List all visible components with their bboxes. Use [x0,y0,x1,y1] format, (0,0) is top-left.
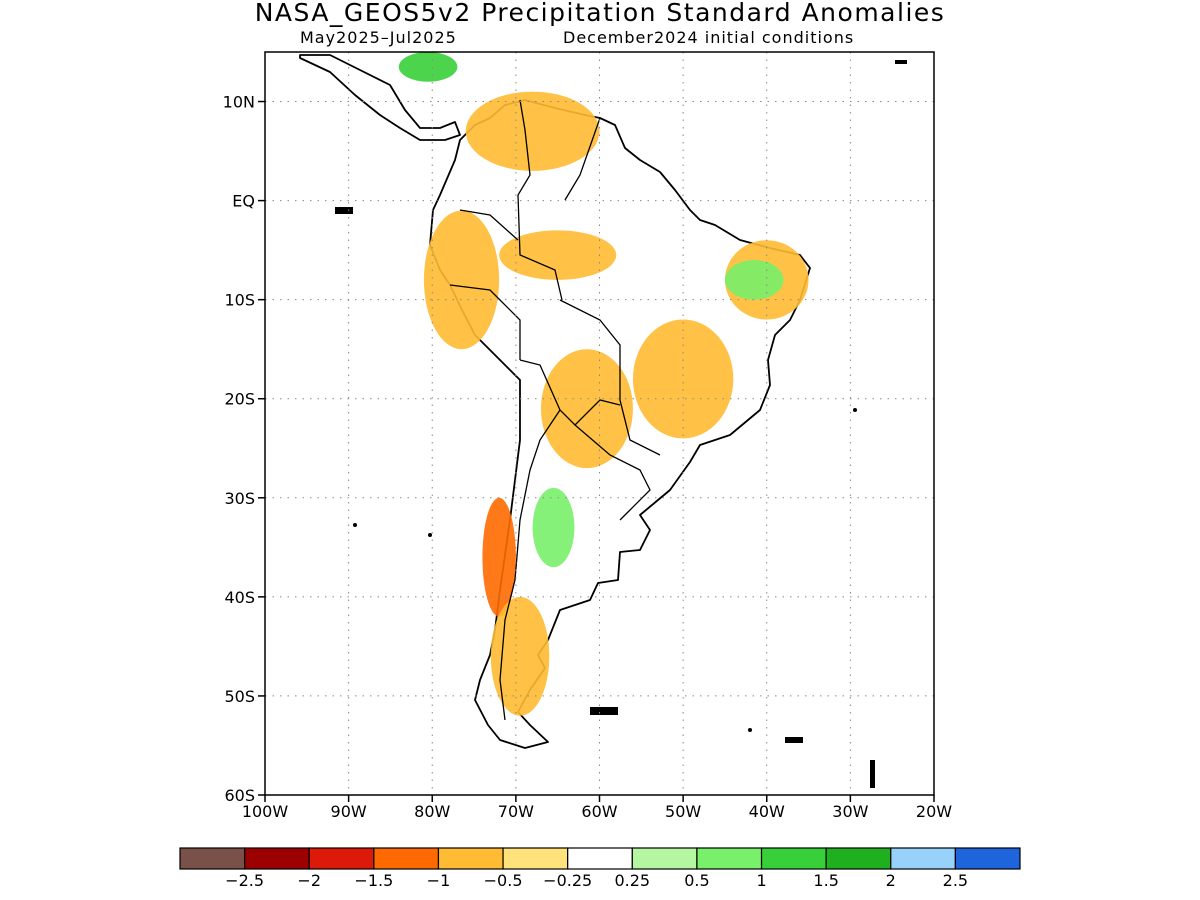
map-frame [264,51,935,796]
colorbar-label: −1 [427,871,451,890]
lon-tick-label: 100W [242,802,289,821]
colorbar-label: 0.5 [684,871,709,890]
colorbar-swatch [244,847,310,870]
colorbar-swatch [890,847,956,870]
anomaly-region-4 [632,319,734,439]
colorbar-swatch [567,847,633,870]
lat-tick-label: 10N [223,93,255,112]
colorbar-label: −1.5 [354,871,393,890]
lon-tick-label: 70W [498,802,534,821]
lon-tick-label: 20W [916,802,952,821]
colorbar-swatch [631,847,698,870]
anomaly-region-8 [532,487,575,568]
lat-tick-label: EQ [232,192,255,211]
colorbar-label: 2.5 [943,871,968,890]
colorbar-swatch [437,847,504,870]
country-borders [449,99,661,721]
lat-tick-label: 30S [224,489,255,508]
colorbar-swatch [308,847,375,870]
lon-tick-label: 80W [414,802,450,821]
colorbar: −2.5 −2 −1.5 −1 −0.5 −0.25 0.25 0.5 1 1.5 2 2.5 [179,847,1021,890]
central-america-landmass [299,54,461,141]
lon-tick-label: 30W [832,802,868,821]
anomaly-region-0 [465,91,600,171]
lat-tick-label: 60S [224,786,255,805]
lat-tick-label: 50S [224,687,255,706]
initial-conditions: December2024 initial conditions [563,28,855,47]
lat-tick-label: 40S [224,588,255,607]
colorbar-label: −0.5 [484,871,523,890]
colorbar-swatch [760,847,827,870]
colorbar-swatch [502,847,569,870]
colorbar-label: 1 [756,871,766,890]
colorbar-label: 2 [886,871,896,890]
lat-tick-label: 20S [224,390,255,409]
colorbar-swatch [179,847,246,870]
anomaly-region-6 [724,260,784,300]
colorbar-swatch [825,847,892,870]
anomaly-region-3 [423,210,500,350]
colorbar-swatch [954,847,1021,870]
anomaly-region-9 [482,497,516,617]
anomaly-region-2 [499,230,617,280]
colorbar-label: 1.5 [813,871,838,890]
latitude-axis: 10N EQ 10S 20S 30S 40S 50S 60S [223,93,265,805]
longitude-axis: 100W 90W 80W 70W 60W 50W 40W 30W 20W [242,795,952,821]
lon-tick-label: 60W [581,802,617,821]
islands [335,60,907,788]
lon-tick-label: 40W [749,802,785,821]
lon-tick-label: 50W [665,802,701,821]
anomaly-region-1 [398,52,458,82]
anomaly-region-10 [490,596,550,716]
colorbar-swatch [696,847,763,870]
anomaly-region-7 [540,349,633,469]
colorbar-label: −0.25 [543,871,592,890]
colorbar-swatch [373,847,440,870]
lat-tick-label: 10S [224,291,255,310]
colorbar-label: −2.5 [225,871,264,890]
colorbar-label: 0.25 [614,871,650,890]
forecast-period: May2025–Jul2025 [300,28,457,47]
colorbar-label: −2 [297,871,321,890]
lon-tick-label: 90W [331,802,367,821]
page-title: NASA_GEOS5v2 Precipitation Standard Anom… [254,0,946,27]
